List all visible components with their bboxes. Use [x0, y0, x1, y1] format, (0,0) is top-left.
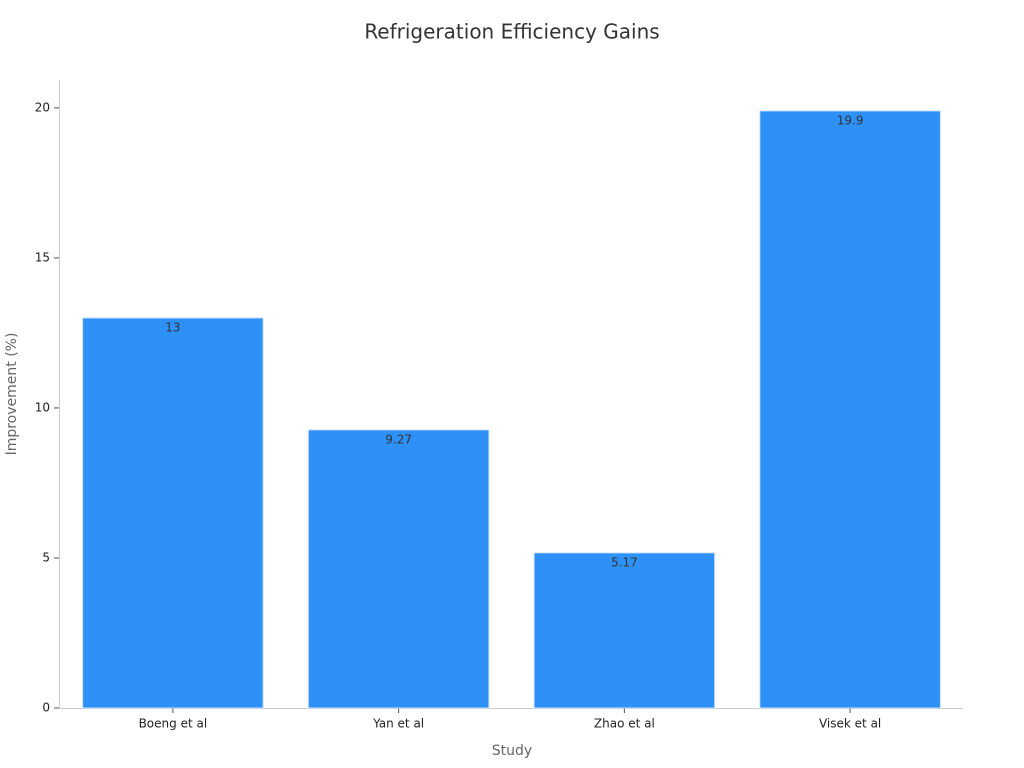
bar [759, 110, 941, 709]
data-label: 5.17 [611, 555, 638, 569]
x-tick-label: Zhao et al [594, 717, 655, 731]
y-tick-label: 20 [35, 100, 50, 114]
y-tick-label: 10 [35, 400, 50, 414]
x-tick-label: Boeng et al [139, 717, 208, 731]
y-tick-label: 0 [42, 701, 50, 715]
data-label: 13 [165, 320, 180, 334]
y-tick-label: 15 [35, 250, 50, 264]
x-tick-label: Visek et al [819, 717, 881, 731]
data-label: 9.27 [385, 432, 412, 446]
bar [82, 317, 264, 709]
x-tick-label: Yan et al [372, 717, 424, 731]
y-tick-label: 5 [42, 550, 50, 564]
y-axis-label: Improvement (%) [4, 333, 20, 456]
bar [533, 552, 716, 709]
x-axis-label: Study [492, 743, 532, 759]
chart-title: Refrigeration Efficiency Gains [364, 20, 659, 44]
bar [307, 429, 490, 709]
data-label: 19.9 [837, 113, 864, 127]
